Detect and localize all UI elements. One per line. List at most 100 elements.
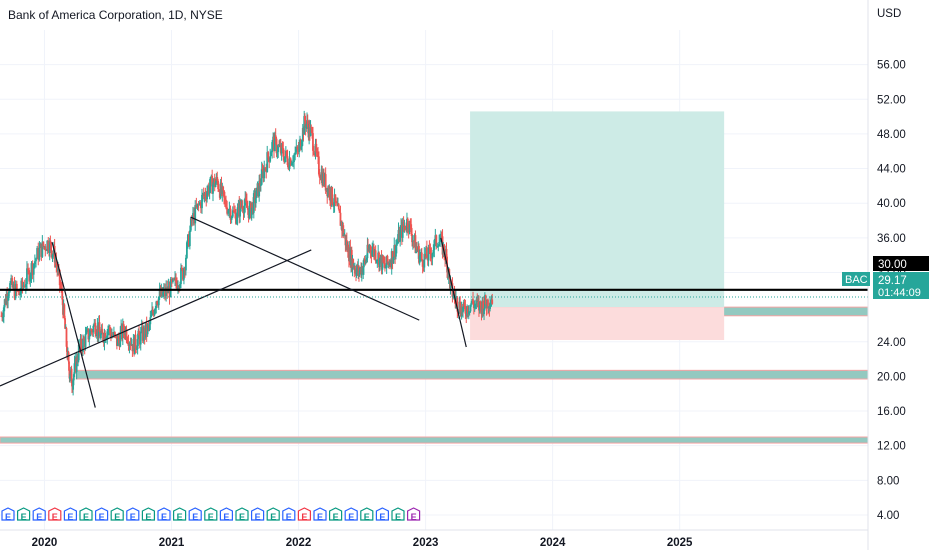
candle-body [64,318,66,329]
grid-lines [0,30,868,530]
candle-body [1,315,4,318]
currency-label[interactable]: USD [877,8,901,20]
candle-body [231,210,234,217]
earnings-marker[interactable]: E [297,507,311,522]
candle-body [94,322,97,334]
price-axis[interactable]: 56.0052.0048.0044.0040.0036.0032.0024.00… [877,60,906,522]
earnings-marker-label: E [270,512,276,522]
candle-body [265,168,268,173]
earnings-marker[interactable]: E [48,507,62,522]
candle-body [162,292,164,296]
earnings-marker[interactable]: E [1,507,15,522]
candle-body [475,299,478,305]
earnings-marker[interactable]: E [79,507,93,522]
earnings-marker-shape [204,507,218,521]
earnings-marker[interactable]: E [204,507,218,522]
earnings-marker[interactable]: E [95,507,109,522]
earnings-marker[interactable]: E [32,507,46,522]
earnings-marker[interactable]: E [313,507,327,522]
candle-body [179,284,181,288]
candle-body [281,144,284,149]
candle-body [102,333,104,341]
earnings-marker[interactable]: E [235,507,249,522]
candle-body [366,244,369,259]
candle-body [363,259,365,268]
candle-body [473,304,476,309]
candle-body [342,225,345,236]
candle-body [27,268,29,271]
candle-body [82,338,85,340]
price-badges: BAC 30.00 29.17 01:44:09 [842,256,929,299]
candle-body [406,218,409,228]
candle-body [45,250,48,252]
candle-body [358,266,360,275]
candle-body [228,208,231,211]
candle-body [260,169,263,185]
earnings-marker-label: E [83,512,89,522]
candle-body [85,330,88,335]
candle-body [489,303,492,304]
earnings-marker[interactable]: E [219,507,233,522]
earnings-marker[interactable]: E [157,507,171,522]
y-tick-label: 4.00 [877,510,899,522]
earnings-marker-shape [282,507,296,521]
candle-body [470,302,473,305]
candle-body [289,158,292,166]
earnings-marker[interactable]: E [375,507,389,522]
candle-body [208,186,211,194]
earnings-marker-shape [173,507,187,521]
earnings-marker[interactable]: E [407,507,421,522]
earnings-marker[interactable]: E [188,507,202,522]
x-tick-label: 2025 [667,537,693,549]
candle-body [165,287,168,296]
earnings-marker[interactable]: E [63,507,77,522]
earnings-marker[interactable]: E [251,507,265,522]
earnings-marker-label: E [239,512,245,522]
earnings-marker[interactable]: E [110,507,124,522]
candle-body [178,286,180,288]
earnings-marker[interactable]: E [141,507,155,522]
earnings-marker-shape [126,507,140,521]
trendline [440,237,467,348]
candle-body [290,162,293,166]
earnings-marker[interactable]: E [282,507,296,522]
earnings-marker[interactable]: E [344,507,358,522]
earnings-marker[interactable]: E [329,507,343,522]
candle-body [86,328,89,331]
candle-body [303,116,306,135]
long-position-tool[interactable] [470,111,725,341]
candle-body [135,348,138,350]
candle-body [310,127,313,129]
candle-body [101,328,104,334]
candle-body [421,259,424,267]
candle-body [355,269,358,276]
candle-body [285,150,288,157]
candle-body [46,240,49,252]
candle-body [59,285,62,288]
earnings-marker[interactable]: E [391,507,405,522]
time-axis[interactable]: 2020 2021 2022 2023 2024 2025 [32,537,693,549]
candle-body [140,326,143,332]
candle-body [38,247,41,260]
candle-body [104,332,107,341]
candle-body [50,242,52,251]
candle-body [412,240,415,242]
earnings-marker[interactable]: E [17,507,31,522]
earnings-marker[interactable]: E [266,507,280,522]
candle-body [201,194,203,209]
earnings-marker[interactable]: E [360,507,374,522]
earnings-marker[interactable]: E [126,507,140,522]
candle-body [277,145,280,152]
candle-body [252,193,255,213]
trendlines[interactable] [0,216,868,408]
candle-body [317,152,319,157]
candle-body [483,308,485,315]
candle-body [36,248,39,259]
earnings-marker-shape [110,507,124,521]
earnings-marker[interactable]: E [173,507,187,522]
candle-body [196,203,199,208]
candle-body [35,258,37,262]
candle-body [189,218,192,231]
